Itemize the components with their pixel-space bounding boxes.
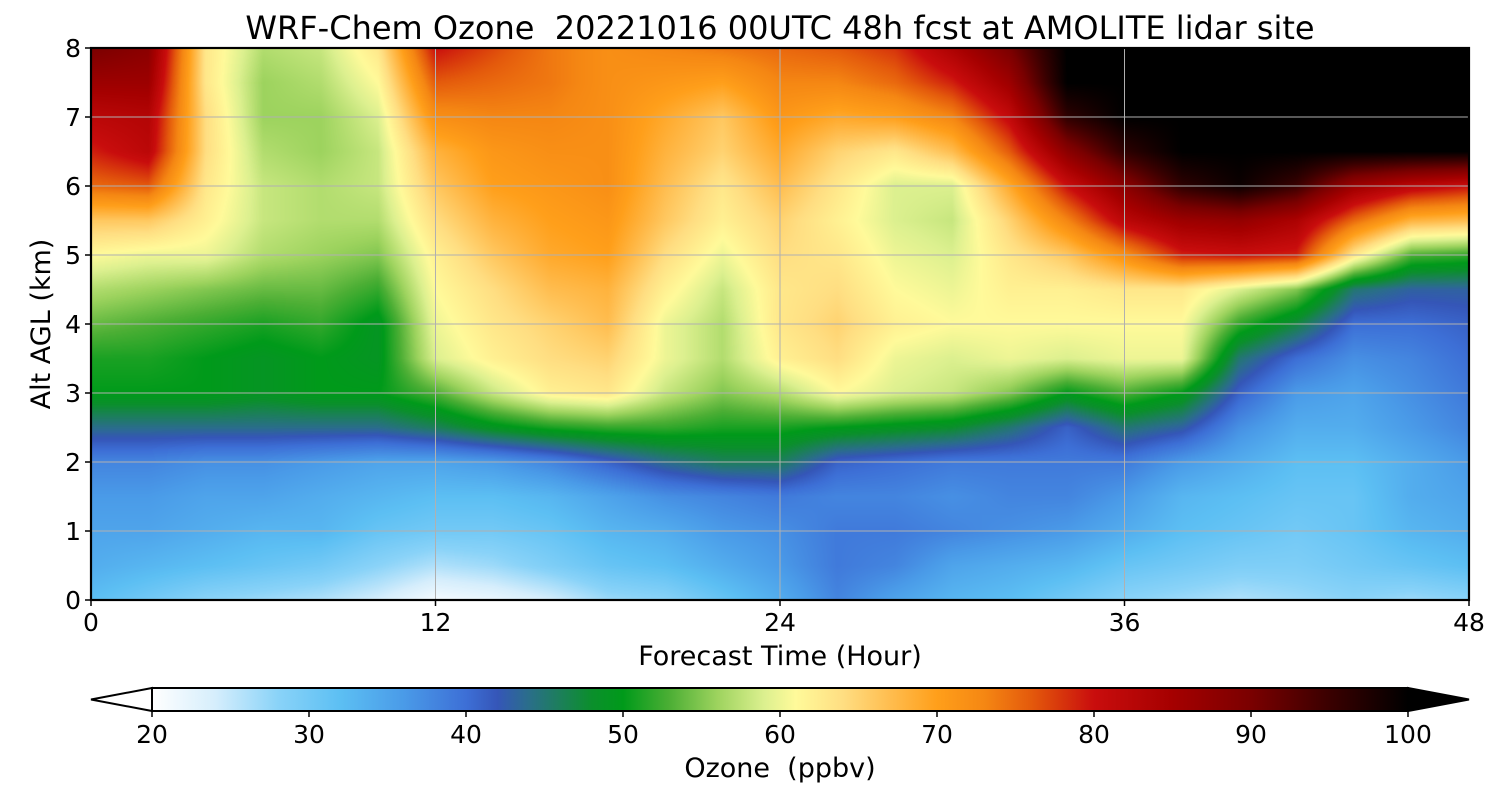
x-tick-label: 48 (1453, 608, 1485, 637)
colorbar-label: Ozone (ppbv) (684, 753, 875, 784)
y-tick-label: 0 (65, 586, 81, 615)
y-tick-label: 8 (65, 34, 81, 63)
y-tick-label: 1 (65, 517, 81, 546)
x-tick-label: 0 (83, 608, 99, 637)
colorbar-tick-label: 60 (764, 720, 796, 749)
y-axis-label: Alt AGL (km) (26, 239, 57, 410)
y-axis: 0 1 2 3 4 5 6 7 8 (65, 34, 91, 615)
y-tick-label: 2 (65, 448, 81, 477)
x-axis: 0 12 24 36 48 (83, 600, 1485, 637)
colorbar-tick-label: 80 (1078, 720, 1110, 749)
chart-title: WRF-Chem Ozone 20221016 00UTC 48h fcst a… (245, 9, 1314, 47)
y-tick-label: 7 (65, 103, 81, 132)
colorbar-tick-label: 90 (1235, 720, 1267, 749)
colorbar-tick-label: 50 (607, 720, 639, 749)
y-tick-label: 3 (65, 379, 81, 408)
colorbar-tick-label: 40 (450, 720, 482, 749)
x-tick-label: 36 (1109, 608, 1141, 637)
colorbar-tick-label: 70 (921, 720, 953, 749)
y-tick-label: 6 (65, 172, 81, 201)
x-tick-label: 12 (420, 608, 452, 637)
y-tick-label: 4 (65, 310, 81, 339)
x-axis-label: Forecast Time (Hour) (638, 641, 922, 672)
colorbar-ticks: 20 30 40 50 60 70 80 90 100 (136, 711, 1432, 749)
x-tick-label: 24 (764, 608, 796, 637)
colorbar-tick-label: 20 (136, 720, 168, 749)
colorbar: 20 30 40 50 60 70 80 90 100 Ozone (ppbv) (90, 686, 1470, 784)
colorbar-high-extension (1407, 686, 1470, 713)
colorbar-tick-label: 30 (293, 720, 325, 749)
y-tick-label: 5 (65, 241, 81, 270)
colorbar-gradient (152, 688, 1408, 711)
colorbar-low-extension (90, 686, 153, 713)
colorbar-tick-label: 100 (1384, 720, 1432, 749)
